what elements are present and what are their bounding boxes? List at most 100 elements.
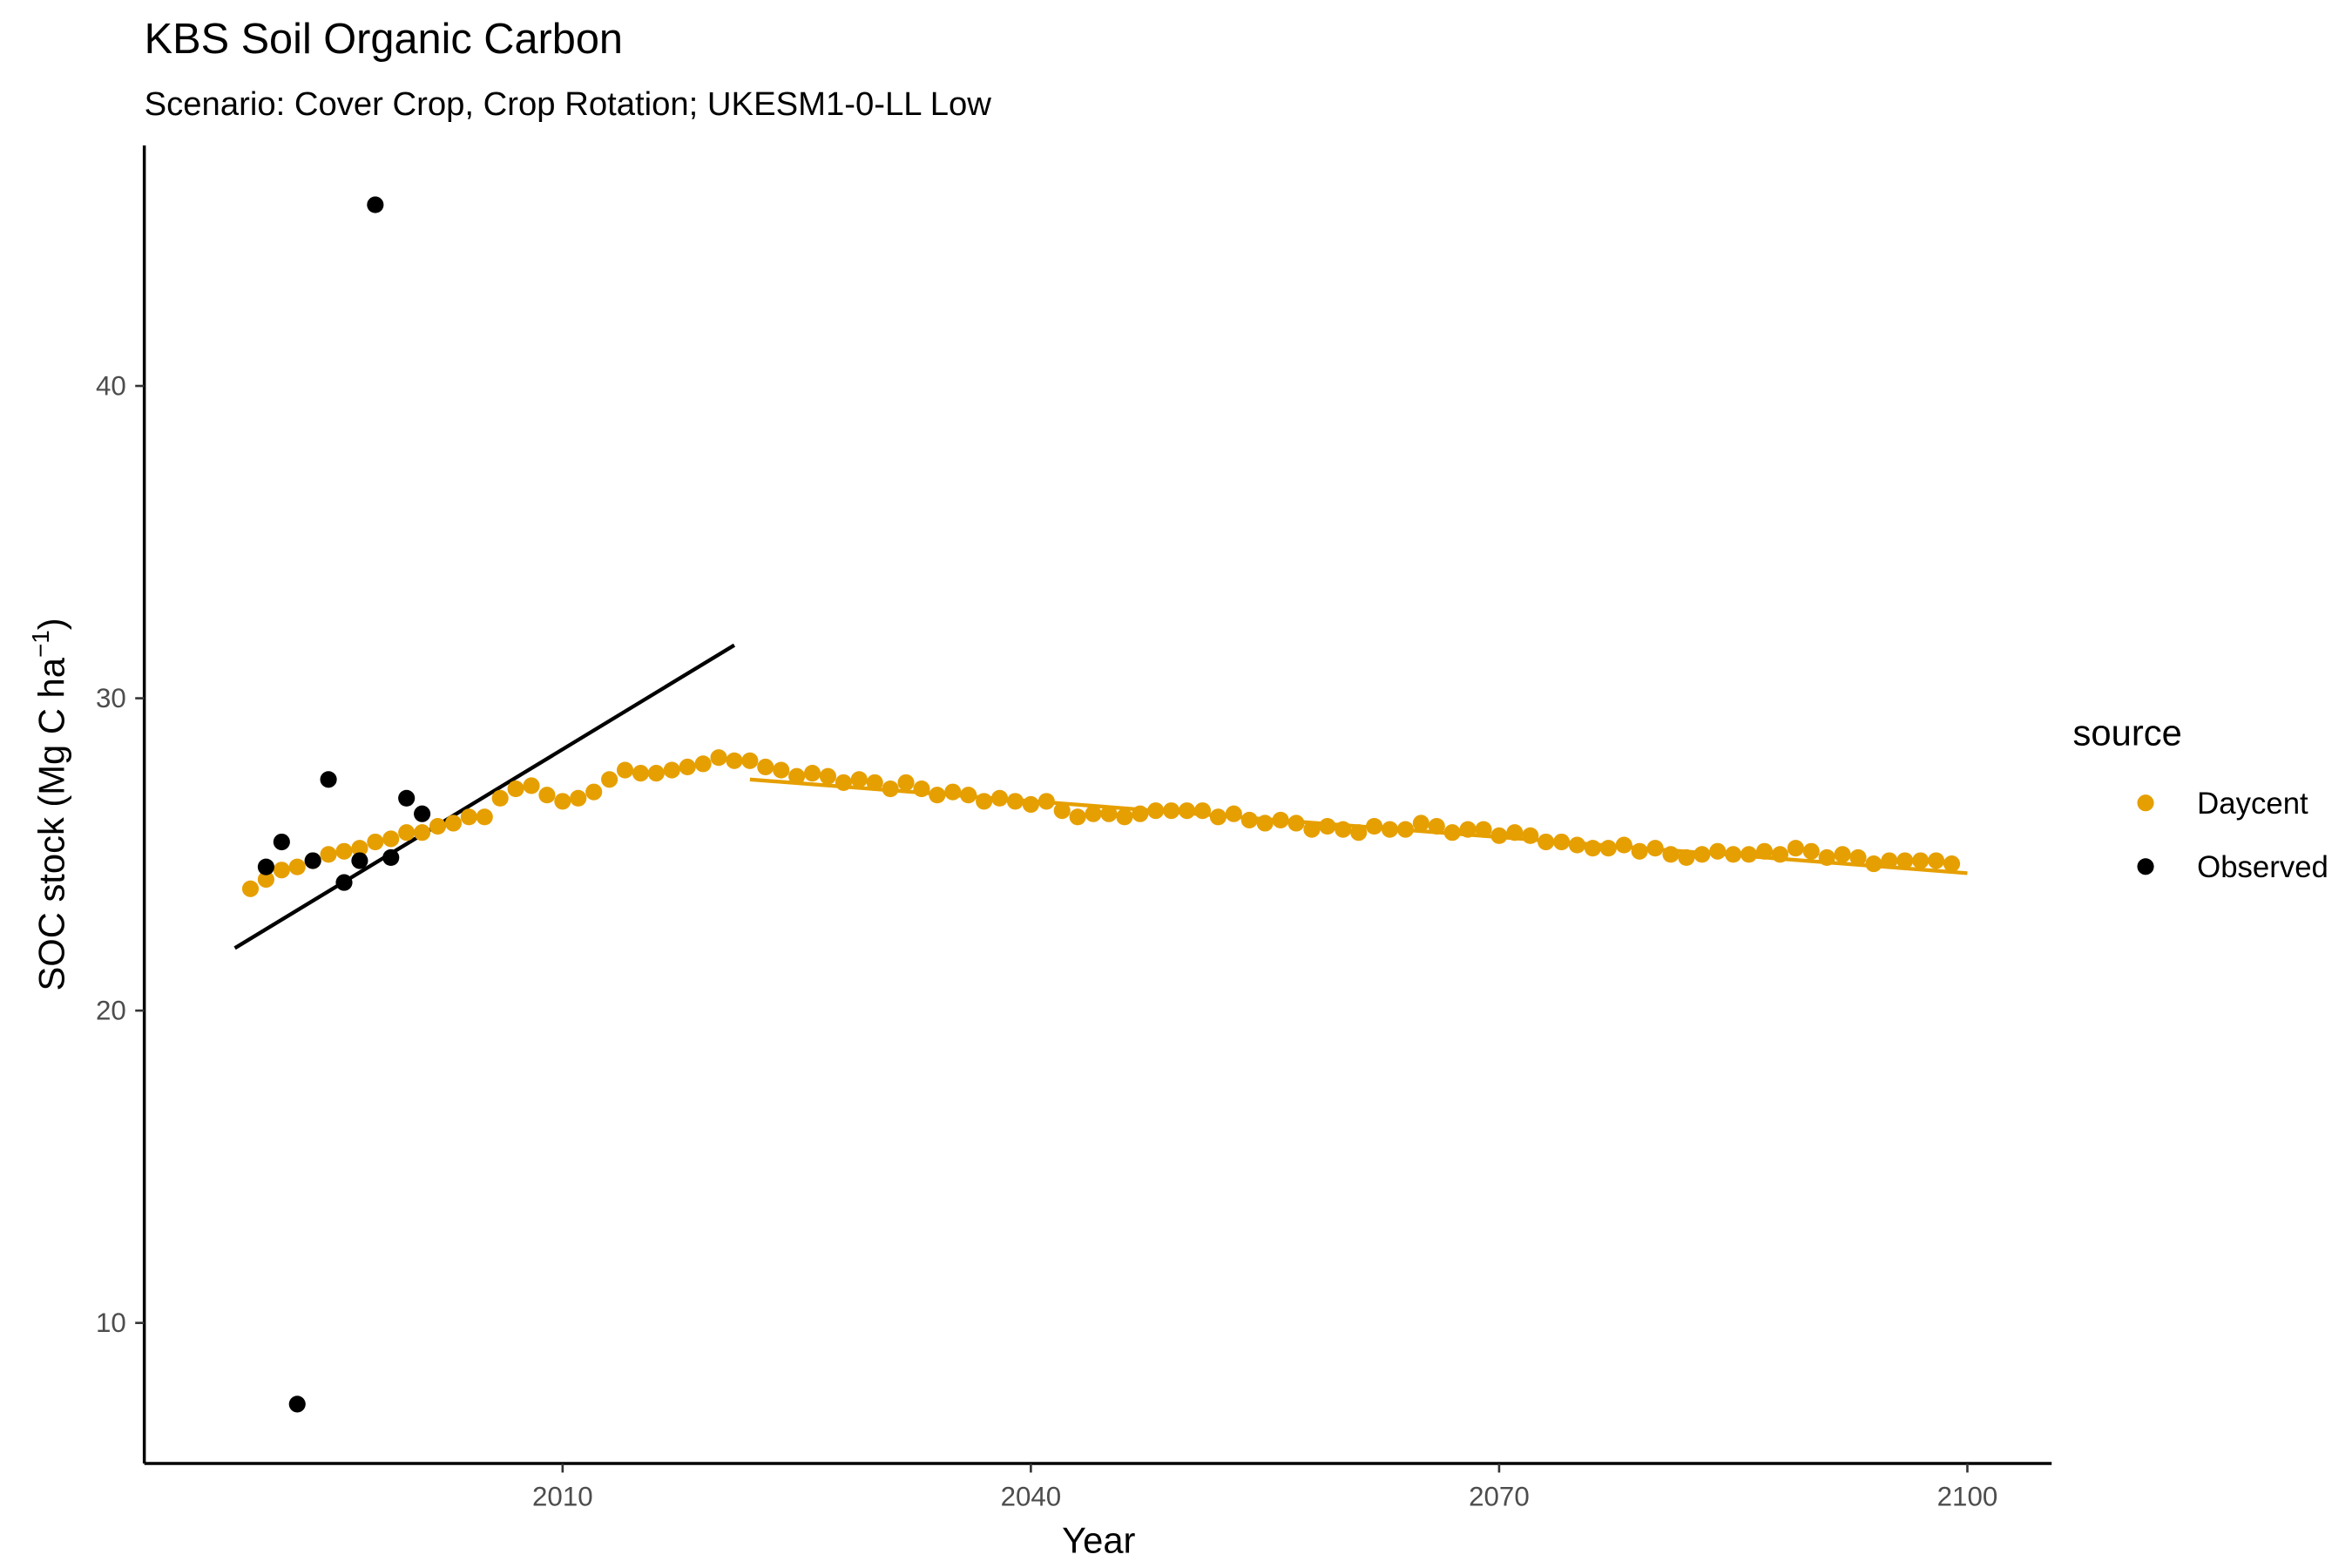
data-point (351, 852, 368, 869)
data-point (429, 818, 447, 835)
x-tick-label: 2070 (1469, 1482, 1530, 1512)
data-point (367, 833, 384, 851)
data-point (1538, 833, 1555, 851)
data-point (1053, 802, 1071, 820)
data-point (1335, 821, 1352, 838)
data-point (913, 780, 930, 798)
chart-title: KBS Soil Organic Carbon (145, 16, 623, 63)
data-point (1896, 852, 1914, 869)
data-point (367, 196, 384, 213)
data-point (726, 752, 743, 769)
data-point (335, 842, 353, 860)
data-point (1725, 846, 1742, 863)
data-point (1116, 808, 1133, 826)
data-point (1755, 842, 1774, 860)
data-point (679, 758, 696, 776)
data-point (616, 761, 634, 779)
data-point (1443, 824, 1461, 841)
y-tick-label: 10 (96, 1308, 126, 1338)
data-point (444, 814, 462, 832)
data-point (335, 874, 353, 891)
data-point (1303, 821, 1321, 838)
data-point (960, 787, 977, 804)
legend-swatch (2137, 794, 2154, 812)
data-point (1522, 827, 1539, 844)
data-point (304, 852, 321, 869)
data-point (1584, 840, 1601, 857)
data-point (1163, 802, 1180, 820)
data-point (491, 789, 509, 807)
x-tick-label: 2100 (1937, 1482, 1998, 1512)
data-point (835, 774, 852, 791)
data-point (398, 824, 416, 841)
data-point (803, 765, 821, 782)
data-point (1615, 836, 1632, 854)
data-point (1490, 827, 1508, 844)
y-axis-label: SOC stock (Mg C ha−1) (27, 618, 71, 990)
data-point (273, 833, 290, 851)
data-point (694, 755, 712, 773)
data-point (632, 765, 650, 782)
data-point (1834, 846, 1851, 863)
data-point (257, 870, 274, 889)
data-point (882, 780, 899, 798)
data-point (819, 767, 837, 785)
data-point (570, 789, 587, 807)
data-point (1646, 840, 1664, 857)
data-point (1771, 846, 1789, 863)
y-axis-label-text: SOC stock (Mg C ha (30, 657, 71, 990)
data-point (741, 752, 759, 769)
data-point (320, 771, 337, 788)
legend-title: source (2073, 713, 2182, 754)
data-point (382, 848, 400, 866)
data-point (1319, 818, 1336, 835)
data-point (1678, 848, 1695, 866)
y-tick-label: 40 (96, 370, 126, 401)
y-axis-label-end: ) (30, 618, 71, 630)
data-point (663, 761, 680, 779)
data-point (1709, 842, 1727, 860)
data-point (288, 1396, 306, 1413)
data-point (1599, 840, 1617, 857)
data-point (1272, 811, 1289, 828)
data-point (1802, 842, 1820, 860)
data-point (1006, 793, 1024, 810)
data-point (273, 862, 290, 879)
x-tick-label: 2010 (532, 1482, 593, 1512)
data-point (398, 789, 416, 807)
legend-label: Observed (2197, 851, 2328, 884)
data-point (1022, 795, 1039, 814)
legend-swatch (2137, 858, 2154, 875)
x-axis-label: Year (1062, 1520, 1135, 1561)
data-point (1396, 821, 1414, 838)
data-point (257, 858, 274, 875)
data-point (414, 824, 431, 841)
data-point (1132, 805, 1149, 822)
data-point (351, 840, 368, 857)
data-point (1240, 811, 1258, 828)
data-point (1740, 846, 1758, 863)
data-point (1381, 821, 1399, 838)
data-point (773, 761, 790, 779)
data-point (944, 783, 962, 801)
data-point (601, 771, 618, 788)
data-point (1350, 824, 1368, 841)
data-point (1069, 808, 1086, 826)
data-point (554, 793, 571, 810)
data-point (1662, 846, 1680, 863)
data-point (647, 765, 665, 782)
data-point (1865, 855, 1882, 873)
data-point (850, 771, 868, 788)
data-point (1506, 824, 1524, 841)
data-point (460, 808, 477, 826)
data-point (1553, 833, 1571, 851)
data-point (1459, 821, 1477, 838)
data-point (1366, 818, 1383, 835)
data-point (1037, 793, 1055, 810)
data-point (414, 805, 431, 822)
y-axis-label-sup: −1 (27, 630, 54, 658)
data-point (1928, 852, 1945, 869)
y-tick-label: 20 (96, 996, 126, 1026)
data-point (1209, 808, 1227, 826)
